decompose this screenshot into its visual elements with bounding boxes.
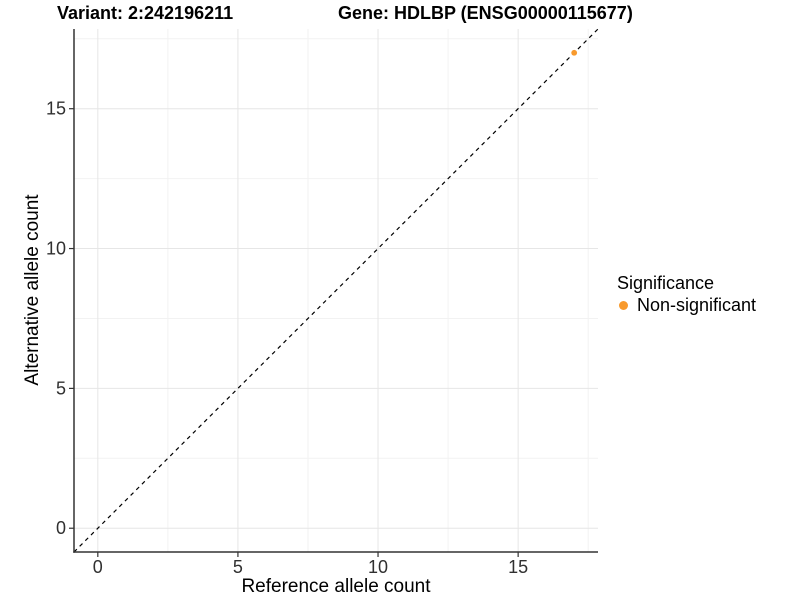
y-tick-label: 10 <box>46 239 66 259</box>
x-tick-label: 10 <box>368 557 388 577</box>
identity-dashed-line <box>73 28 599 553</box>
y-tick-label: 0 <box>56 518 66 538</box>
legend: Significance Non-significant <box>617 272 756 316</box>
plot-title-variant: Variant: 2:242196211 <box>57 3 234 23</box>
x-tick-label: 0 <box>93 557 103 577</box>
x-tick-label: 15 <box>508 557 528 577</box>
x-axis-title: Reference allele count <box>241 576 431 597</box>
legend-item-non-significant: Non-significant <box>617 294 756 316</box>
plot-title-gene: Gene: HDLBP (ENSG00000115677) <box>338 3 633 23</box>
data-point <box>571 49 578 56</box>
y-tick-label: 5 <box>56 378 66 398</box>
legend-title: Significance <box>617 273 715 293</box>
x-tick-label: 5 <box>233 557 243 577</box>
y-tick-label: 15 <box>46 99 66 119</box>
legend-key <box>617 294 637 316</box>
circle-marker-icon <box>619 300 628 310</box>
legend-item-label: Non-significant <box>637 294 757 315</box>
y-axis-title: Alternative allele count <box>22 194 43 386</box>
